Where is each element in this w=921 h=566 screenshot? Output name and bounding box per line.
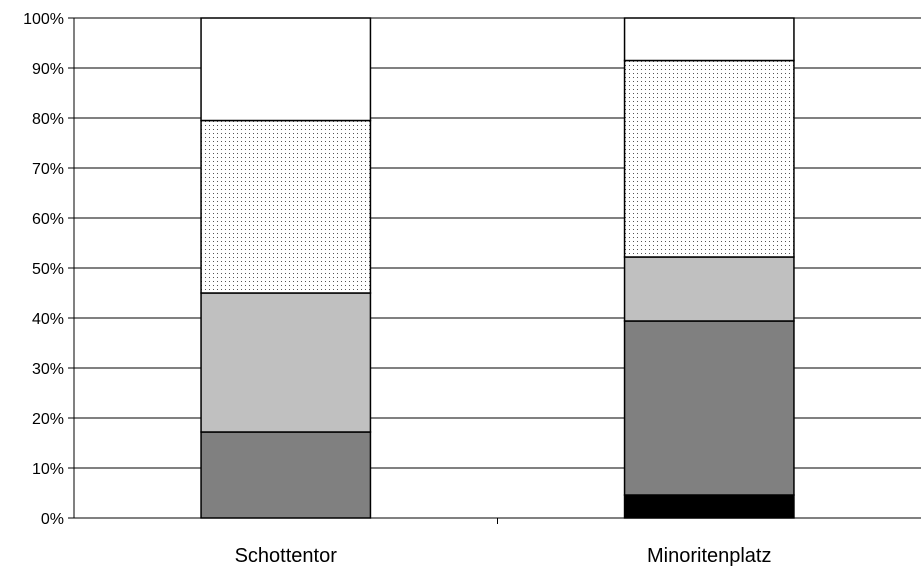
- y-tick-label: 10%: [32, 461, 64, 478]
- bar-segment: [200, 119, 372, 294]
- y-tick-label: 100%: [23, 11, 64, 28]
- y-tick-label: 30%: [32, 361, 64, 378]
- y-tick-label: 50%: [32, 261, 64, 278]
- y-tick-label: 70%: [32, 161, 64, 178]
- y-tick-label: 0%: [41, 511, 64, 528]
- x-category-label: Schottentor: [235, 545, 338, 566]
- bar-segment: [200, 431, 372, 519]
- y-tick-label: 80%: [32, 111, 64, 128]
- bar-segment: [623, 494, 795, 519]
- bar-segment: [623, 256, 795, 322]
- y-tick-label: 90%: [32, 61, 64, 78]
- x-axis-category-labels: Schottentor Minoritenplatz: [235, 545, 772, 566]
- x-category-label: Minoritenplatz: [647, 545, 772, 566]
- bar-segment: [200, 17, 372, 122]
- y-axis-tick-labels: 0% 10% 20% 30% 40% 50% 60% 70% 80% 90% 100%: [23, 11, 64, 528]
- y-tick-label: 20%: [32, 411, 64, 428]
- bar-segment: [200, 292, 372, 433]
- y-tick-label: 40%: [32, 311, 64, 328]
- bar-segment: [623, 320, 795, 496]
- bar-stacks: [200, 17, 795, 519]
- y-tick-label: 60%: [32, 211, 64, 228]
- bar-segment: [623, 59, 795, 258]
- bar-segment: [623, 17, 795, 62]
- axes: [68, 17, 921, 524]
